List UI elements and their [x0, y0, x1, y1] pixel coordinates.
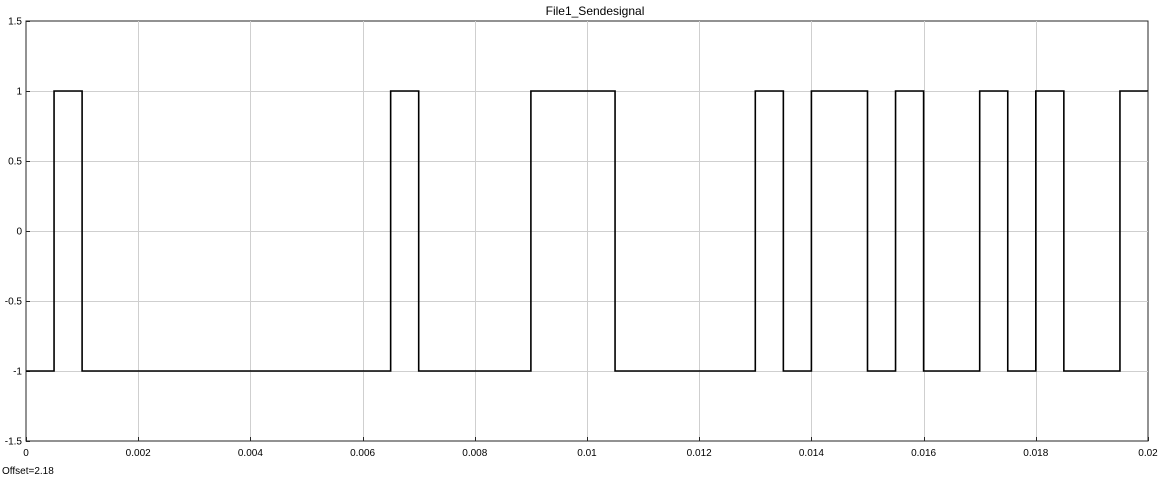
x-tick-label: 0.004 [238, 448, 263, 459]
x-axis-ticks: 0 0.002 0.004 0.006 0.008 0.01 0.012 0.014 0.016… [23, 448, 1158, 459]
signal-series [26, 90, 1148, 372]
y-tick-label: 1.5 [8, 17, 22, 28]
offset-label: Offset=2.18 [2, 466, 54, 477]
y-axis-ticks: 1.5 1 0.5 0 -0.5 -1 -1.5 [5, 17, 23, 448]
x-tick-label: 0.012 [687, 448, 712, 459]
x-tick-label: 0.002 [126, 448, 151, 459]
chart-title: File1_Sendesignal [546, 4, 645, 18]
x-tick-label: 0.02 [1138, 448, 1158, 459]
x-tick-label: 0.01 [577, 448, 597, 459]
y-tick-label: 0.5 [8, 157, 22, 168]
x-tick-label: 0.016 [911, 448, 936, 459]
y-tick-label: 0 [16, 227, 22, 238]
x-tick-label: 0.014 [799, 448, 824, 459]
x-tick-label: 0 [23, 448, 29, 459]
y-tick-label: 1 [16, 87, 22, 98]
signal-line [26, 90, 1148, 372]
x-tick-label: 0.006 [350, 448, 375, 459]
y-tick-label: -0.5 [5, 297, 23, 308]
y-tick-label: -1 [13, 367, 22, 378]
x-tick-label: 0.008 [462, 448, 487, 459]
x-tick-label: 0.018 [1023, 448, 1048, 459]
y-tick-label: -1.5 [5, 437, 23, 448]
